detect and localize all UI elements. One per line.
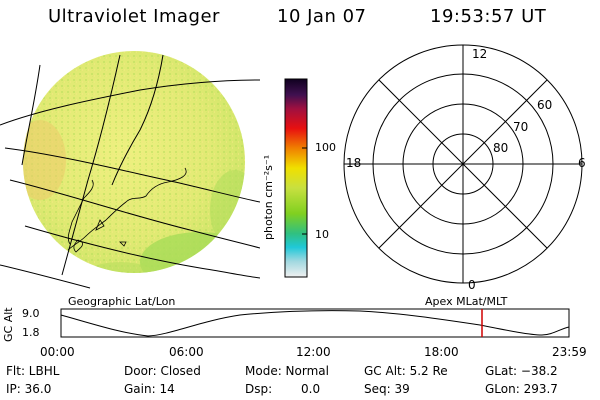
lat-label-70: 70 (513, 120, 529, 134)
altitude-curve (60, 310, 570, 337)
mlt-label-18: 18 (346, 156, 362, 170)
colorbar-tick-100: 100 (315, 141, 336, 154)
status-ip: IP: 36.0 (6, 382, 52, 396)
timeline-xtick-0000: 00:00 (40, 345, 75, 359)
altitude-timeline (60, 308, 570, 338)
status-mode: Mode: Normal (245, 364, 329, 378)
timeline-xtick-0600: 06:00 (169, 345, 204, 359)
timeline-xtick-1800: 18:00 (424, 345, 459, 359)
instrument-title: Ultraviolet Imager (48, 6, 220, 27)
status-filter: Flt: LBHL (6, 364, 60, 378)
status-glon: GLon: 293.7 (485, 382, 558, 396)
timeline-xtick-2359: 23:59 (552, 345, 587, 359)
date-label: 10 Jan 07 (277, 6, 367, 27)
geographic-image-panel (0, 51, 260, 289)
status-gain: Gain: 14 (124, 382, 175, 396)
coastline (67, 167, 187, 253)
polar-plot (343, 44, 583, 284)
status-gc-alt: GC Alt: 5.2 Re (364, 364, 448, 378)
timeline-left-label: Geographic Lat/Lon (68, 295, 176, 308)
colorbar (284, 78, 308, 278)
timeline-ytick-max: 9.0 (22, 307, 40, 320)
mlt-label-12: 12 (472, 47, 488, 61)
status-seq: Seq: 39 (364, 382, 410, 396)
timeline-xtick-1200: 12:00 (296, 345, 331, 359)
timeline-right-label: Apex MLat/MLT (425, 295, 508, 308)
timeline-axis-label: GC Alt (2, 307, 15, 342)
status-dsp-label: Dsp: (245, 382, 273, 396)
lat-label-80: 80 (493, 141, 509, 155)
grid-lines (0, 54, 260, 289)
mlt-label-6: 6 (578, 156, 586, 170)
mlt-label-0: 0 (468, 278, 476, 292)
colorbar-unit-label: photon cm⁻²s⁻¹ (262, 154, 275, 240)
colorbar-tick-10: 10 (315, 228, 329, 241)
status-door: Door: Closed (124, 364, 201, 378)
time-label: 19:53:57 UT (430, 6, 547, 27)
status-dsp-value: 0.0 (301, 382, 321, 396)
lat-label-60: 60 (537, 98, 553, 112)
status-glat: GLat: −38.2 (485, 364, 558, 378)
timeline-ytick-min: 1.8 (22, 326, 40, 339)
